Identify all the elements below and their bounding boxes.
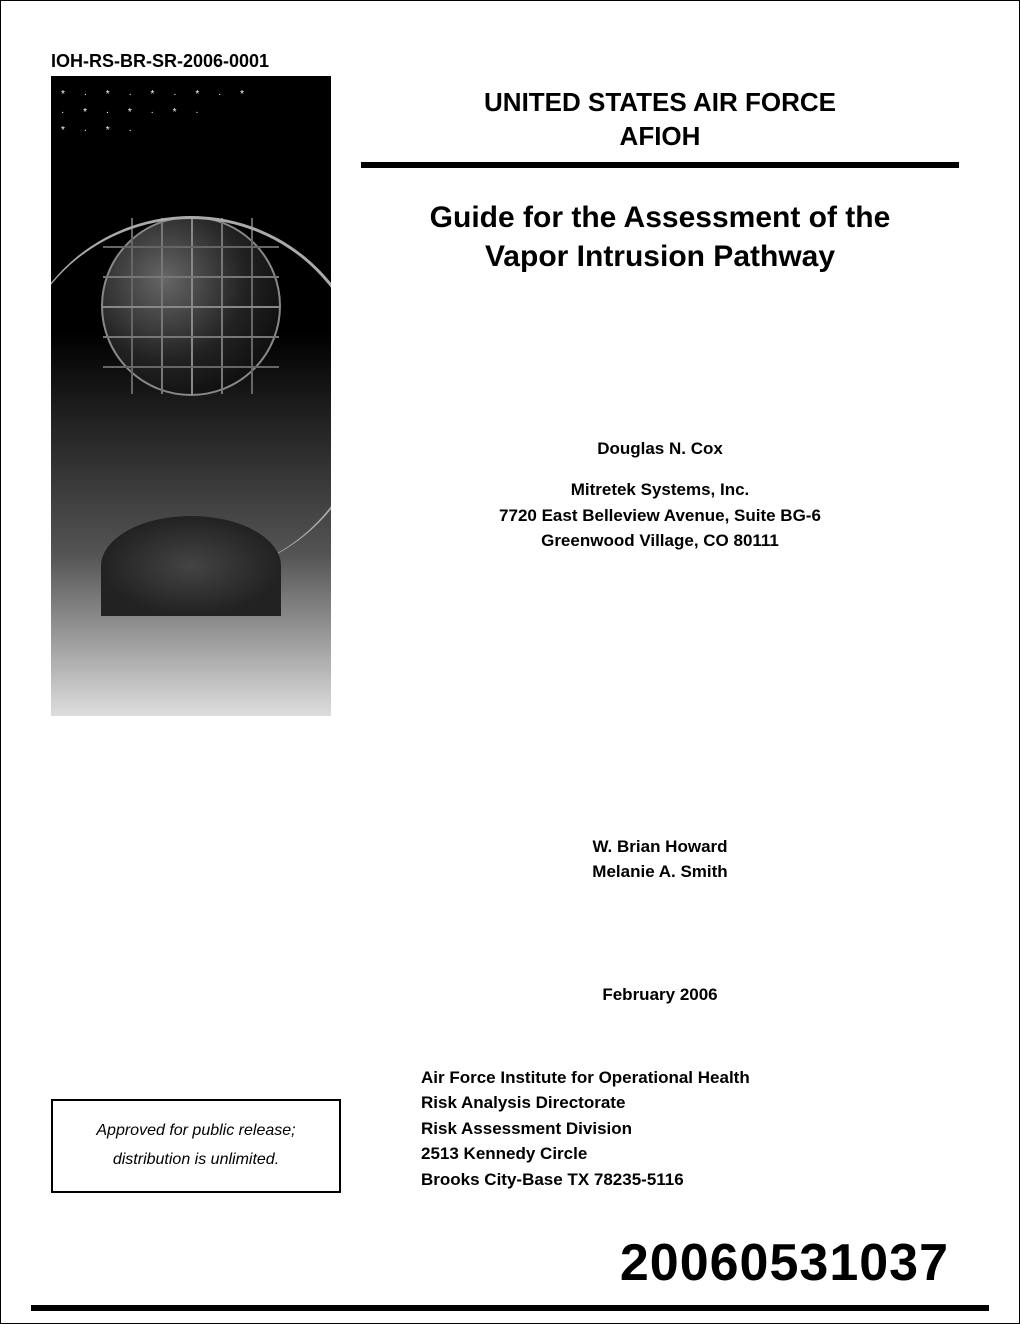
institute-line-5: Brooks City-Base TX 78235-5116 xyxy=(421,1167,959,1193)
org-line-1: UNITED STATES AIR FORCE xyxy=(361,86,959,120)
left-column: * · * · * · * · *· * · * · * ·* · * · xyxy=(51,76,331,1192)
content-row: * · * · * · * · *· * · * · * ·* · * · UN… xyxy=(51,76,959,1192)
institute-address: Air Force Institute for Operational Heal… xyxy=(361,1065,959,1193)
header-divider xyxy=(361,162,959,168)
release-line-1: Approved for public release; xyxy=(65,1117,327,1146)
author-3: Melanie A. Smith xyxy=(361,859,959,885)
institute-line-4: 2513 Kennedy Circle xyxy=(421,1141,959,1167)
institute-line-3: Risk Assessment Division xyxy=(421,1116,959,1142)
starfield-decoration: * · * · * · * · *· * · * · * ·* · * · xyxy=(61,86,321,206)
vitruvian-figure-icon xyxy=(101,516,281,616)
institute-line-1: Air Force Institute for Operational Heal… xyxy=(421,1065,959,1091)
title-line-1: Guide for the Assessment of the xyxy=(361,198,959,237)
title-line-2: Vapor Intrusion Pathway xyxy=(361,237,959,276)
document-title: Guide for the Assessment of the Vapor In… xyxy=(361,198,959,276)
publication-date: February 2006 xyxy=(361,985,959,1005)
affiliation-org: Mitretek Systems, Inc. xyxy=(361,477,959,503)
bottom-rule xyxy=(31,1305,989,1311)
institute-line-2: Risk Analysis Directorate xyxy=(421,1090,959,1116)
organization-header: UNITED STATES AIR FORCE AFIOH xyxy=(361,86,959,154)
accession-number: 20060531037 xyxy=(620,1233,949,1293)
affiliation-city: Greenwood Village, CO 80111 xyxy=(361,528,959,554)
primary-author: Douglas N. Cox xyxy=(361,436,959,462)
affiliation-street: 7720 East Belleview Avenue, Suite BG-6 xyxy=(361,503,959,529)
author-2: W. Brian Howard xyxy=(361,834,959,860)
afioh-emblem-graphic: * · * · * · * · *· * · * · * ·* · * · xyxy=(51,76,331,716)
org-line-2: AFIOH xyxy=(361,120,959,154)
secondary-authors: W. Brian Howard Melanie A. Smith xyxy=(361,834,959,885)
author-block: Douglas N. Cox Mitretek Systems, Inc. 77… xyxy=(361,436,959,554)
release-statement-box: Approved for public release; distributio… xyxy=(51,1099,341,1193)
report-id: IOH-RS-BR-SR-2006-0001 xyxy=(51,51,959,72)
cover-page: IOH-RS-BR-SR-2006-0001 * · * · * · * · *… xyxy=(1,1,1019,1323)
release-line-2: distribution is unlimited. xyxy=(65,1146,327,1175)
right-column: UNITED STATES AIR FORCE AFIOH Guide for … xyxy=(361,76,959,1192)
